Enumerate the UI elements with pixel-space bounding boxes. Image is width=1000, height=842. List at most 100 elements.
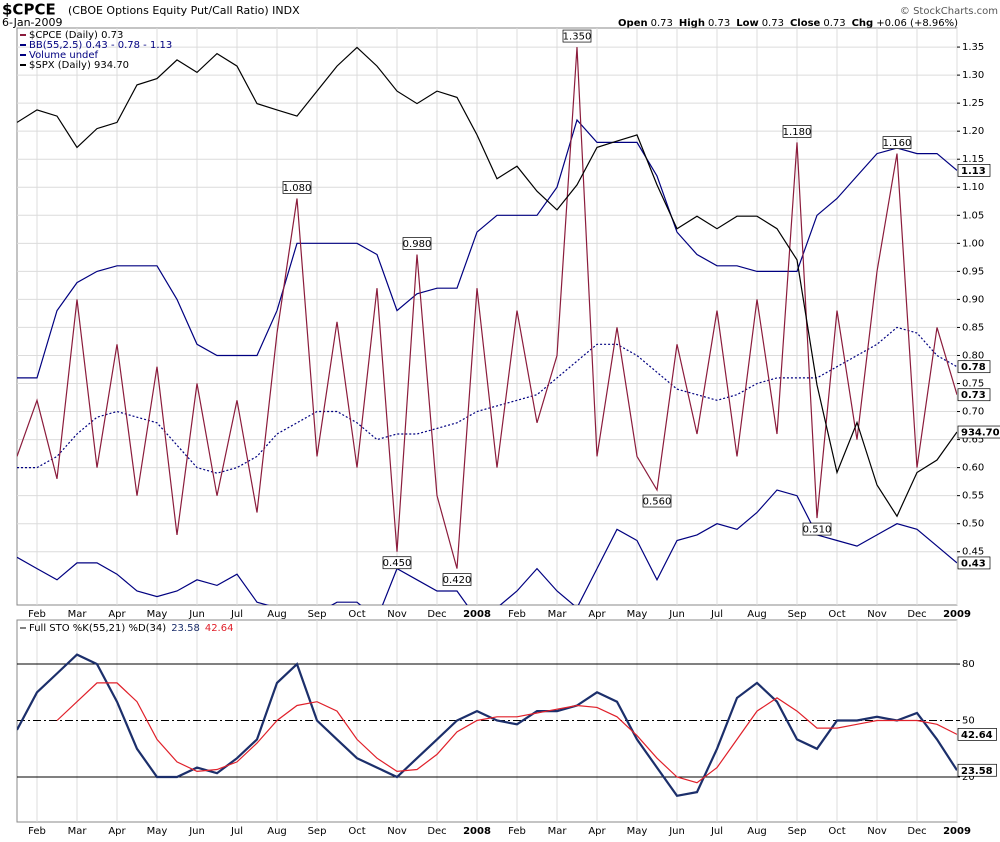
chart-title: $CPCE: [2, 1, 56, 19]
date: 6-Jan-2009: [2, 16, 63, 29]
x-tick-label: Oct: [828, 609, 845, 620]
series-line: [17, 653, 957, 798]
y-tick-label: 0.60: [962, 463, 984, 474]
x-tick-label: Aug: [747, 609, 767, 620]
x-tick-label: Oct: [348, 609, 365, 620]
x-tick-label: Feb: [508, 609, 526, 620]
value-tag-label: 23.58: [961, 766, 993, 777]
value-tag-label: 1.13: [961, 166, 986, 177]
plot-area: [16, 27, 958, 606]
x-tick-label: Oct: [828, 826, 845, 837]
annotation-box: [282, 181, 312, 194]
x-tick-label: Mar: [548, 826, 568, 837]
x-tick-label: Dec: [427, 609, 446, 620]
value-tag-label: 0.73: [961, 390, 986, 401]
y-tick-label: 20: [962, 772, 975, 783]
annotation-label: 0.420: [443, 575, 472, 586]
legend-label: Full STO %K(55,21) %D(34) 23.58 42.64: [29, 623, 233, 634]
plot: [17, 46, 957, 605]
x-tick-label: Nov: [387, 609, 407, 620]
x-tick-label: Feb: [28, 609, 46, 620]
y-tick-label: 1.25: [962, 98, 984, 109]
plot: [17, 653, 957, 798]
band-lower: [17, 489, 957, 605]
annotation-box: [642, 494, 672, 508]
x-tick-label: Apr: [588, 826, 606, 837]
quote-label: High: [679, 18, 705, 29]
quote-value: 0.73: [708, 18, 730, 29]
x-tick-label: May: [147, 826, 168, 837]
legend-label: $CPCE (Daily) 0.73: [29, 30, 123, 41]
x-tick-label: Jul: [710, 609, 723, 620]
y-tick-label: 1.30: [962, 70, 984, 81]
series-line: [17, 46, 957, 518]
x-tick-label: Dec: [907, 826, 926, 837]
annotation-box: [782, 125, 812, 138]
x-tick-label: Feb: [508, 826, 526, 837]
annotation-label: 1.350: [563, 32, 592, 43]
y-tick-label: 0.55: [962, 491, 984, 502]
value-tag: [957, 763, 997, 777]
x-tick-label: Dec: [907, 609, 926, 620]
value-tag: [957, 164, 991, 177]
quote-label: Chg: [852, 18, 874, 29]
annotation-box: [382, 556, 412, 570]
x-tick-label: Oct: [348, 826, 365, 837]
x-tick-label: Jul: [710, 826, 723, 837]
value-tag: [957, 728, 997, 741]
value-tag: [957, 556, 991, 570]
legend-item: Full STO %K(55,21) %D(34): [29, 623, 166, 634]
credit: © StockCharts.com: [900, 6, 998, 17]
y-tick-label: 0.85: [962, 322, 984, 333]
annotation-label: 0.980: [403, 239, 432, 250]
band-upper: [17, 118, 957, 379]
annotation-label: 0.560: [643, 497, 672, 508]
y-tick-label: 0.65: [962, 435, 984, 446]
y-tick-label: 0.95: [962, 266, 984, 277]
quote: Open 0.73 High 0.73 Low 0.73 Close 0.73 Chg +0.06…: [618, 18, 958, 29]
annotation-label: 1.080: [283, 183, 312, 194]
x-tick-label: Apr: [588, 609, 606, 620]
y-tick-label: 1.05: [962, 210, 984, 221]
y-tick-label: 80: [962, 659, 975, 670]
x-tick-label: Aug: [267, 609, 287, 620]
annotation-box: [882, 136, 912, 149]
value-tag-label: 0.78: [961, 362, 986, 373]
x-tick-label: Jun: [668, 826, 685, 837]
quote-value: 0.73: [762, 18, 784, 29]
annotation-box: [442, 573, 472, 586]
annotation-label: 0.450: [383, 558, 412, 569]
annotation-box: [402, 237, 432, 250]
x-tick-label: 2008: [463, 826, 491, 837]
y-tick-label: 1.20: [962, 126, 984, 137]
series-line: [56, 682, 957, 784]
x-tick-label: May: [627, 826, 648, 837]
x-tick-label: Dec: [427, 826, 446, 837]
band-middle: [17, 326, 957, 474]
x-tick-label: Nov: [867, 609, 887, 620]
x-tick-label: Sep: [788, 826, 807, 837]
y-tick-label: 0.45: [962, 547, 984, 558]
annotation-box: [802, 522, 832, 536]
x-tick-label: Nov: [867, 826, 887, 837]
quote-label: Low: [736, 18, 758, 29]
quote-label: Open: [618, 18, 648, 29]
x-tick-label: May: [627, 609, 648, 620]
value-tag: [957, 425, 1000, 439]
x-tick-label: Aug: [747, 826, 767, 837]
legend-item: 42.64: [205, 623, 234, 634]
x-tick-label: Mar: [548, 609, 568, 620]
annotation-label: 1.160: [883, 138, 912, 149]
y-tick-label: 0.90: [962, 294, 984, 305]
y-tick-label: 0.75: [962, 379, 984, 390]
x-tick-label: Nov: [387, 826, 407, 837]
x-tick-label: 2008: [463, 609, 491, 620]
y-tick-label: 1.15: [962, 154, 984, 165]
value-tag: [957, 388, 991, 402]
quote-text: Open 0.73 High 0.73 Low 0.73 Close 0.73 Chg +0.06…: [618, 18, 958, 29]
quote-value: 0.73: [823, 18, 845, 29]
x-tick-label: Jul: [230, 609, 243, 620]
legend-label: BB(55,2.5) 0.43 - 0.78 - 1.13: [29, 40, 172, 51]
x-tick-label: Feb: [28, 826, 46, 837]
y-tick-label: 1.00: [962, 238, 984, 249]
